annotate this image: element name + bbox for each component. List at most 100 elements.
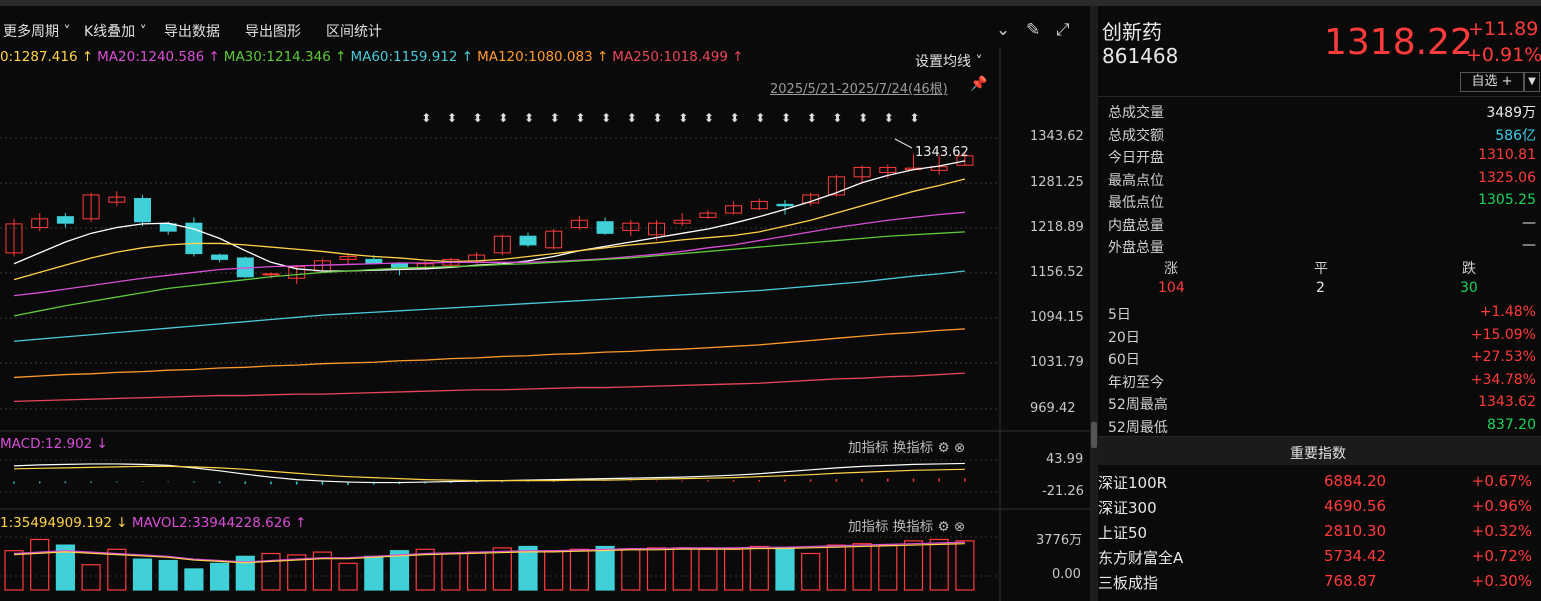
vol-axis-top: 3776万 xyxy=(1036,533,1083,548)
stat-label: 外盘总量 xyxy=(1108,240,1164,256)
index-row[interactable]: 上证50 2810.30 +0.32% xyxy=(1098,520,1532,542)
perf-value: +34.78% xyxy=(1470,371,1536,388)
index-name: 东方财富全A xyxy=(1098,549,1184,567)
volume-bar xyxy=(544,550,564,591)
chevron-down-circle-icon[interactable]: ⌄ xyxy=(996,20,1011,40)
panel-divider[interactable] xyxy=(1090,6,1098,601)
signal-arrow: ⬍ xyxy=(421,111,431,125)
quote-panel: 创新药 861468 1318.22 +11.89 +0.91% 自选 + ▼ … xyxy=(1098,6,1541,601)
max-pointer xyxy=(894,138,913,149)
vol-controls: 加指标 换指标 ⚙ ⊗ xyxy=(848,515,965,535)
stat-value: 1305.25 xyxy=(1478,192,1536,208)
signal-arrow: ⬍ xyxy=(601,111,611,125)
candle-body xyxy=(545,230,563,249)
macd-title: MACD:12.902 ↓ xyxy=(0,436,108,452)
pin-icon[interactable]: 📌 xyxy=(970,76,988,92)
export-data-button[interactable]: 导出数据 xyxy=(164,24,220,40)
index-row[interactable]: 东方财富全A 5734.42 +0.72% xyxy=(1098,545,1532,567)
macd-axis-bottom: -21.26 xyxy=(1042,484,1084,499)
volume-bar xyxy=(878,544,898,591)
volume-bar xyxy=(30,538,50,591)
signal-arrow: ⬍ xyxy=(730,111,740,125)
candle-body xyxy=(365,258,383,264)
perf-row: 年初至今 +34.78% xyxy=(1108,370,1536,392)
signal-arrow: ⬍ xyxy=(807,111,817,125)
candle-body xyxy=(82,194,100,220)
indices-title: 重要指数 xyxy=(1290,446,1346,462)
volume-bar xyxy=(852,543,872,591)
switch-indicator-button[interactable]: 换指标 xyxy=(892,519,934,535)
perf-label: 60日 xyxy=(1108,352,1140,368)
candle-body xyxy=(956,155,974,166)
switch-indicator-button[interactable]: 换指标 xyxy=(892,440,934,456)
index-value: 6884.20 xyxy=(1324,472,1387,490)
volume-bar xyxy=(441,552,461,591)
index-row[interactable]: 三板成指 768.87 +0.30% xyxy=(1098,570,1532,592)
divider-handle[interactable] xyxy=(1091,422,1097,448)
candle-body xyxy=(570,219,588,229)
add-indicator-button[interactable]: 加指标 xyxy=(848,440,889,456)
vol-ma-line xyxy=(13,543,965,564)
volume-bar xyxy=(955,540,975,591)
candle-body xyxy=(31,218,49,229)
signal-arrow: ⬍ xyxy=(910,111,920,125)
stat-row: 外盘总量 — xyxy=(1108,235,1536,257)
candle-body xyxy=(596,221,614,234)
index-row[interactable]: 深证300 4690.56 +0.96% xyxy=(1098,495,1532,517)
range-stats-button[interactable]: 区间统计 xyxy=(326,24,382,40)
signal-arrow: ⬍ xyxy=(498,111,508,125)
date-range-label[interactable]: 2025/5/21-2025/7/24(46根) xyxy=(770,82,948,97)
volume-bar xyxy=(210,562,230,591)
index-row[interactable]: 深证100R 6884.20 +0.67% xyxy=(1098,470,1532,492)
price-change: +11.89 xyxy=(1468,18,1539,40)
stat-row: 总成交额 586亿 xyxy=(1108,123,1536,145)
volume-bar xyxy=(621,548,641,591)
kline-overlay-dropdown[interactable]: K线叠加 ˅ xyxy=(84,24,147,40)
stock-name: 创新药 xyxy=(1102,20,1162,44)
signal-arrow: ⬍ xyxy=(858,111,868,125)
export-chart-button[interactable]: 导出图形 xyxy=(245,24,301,40)
index-pct: +0.72% xyxy=(1471,547,1532,565)
price-axis-label: 1031.79 xyxy=(1030,355,1084,370)
volume-bar xyxy=(775,547,795,591)
volume-bar xyxy=(595,545,615,591)
stat-row: 最高点位 1325.06 xyxy=(1108,168,1536,190)
close-icon[interactable]: ⊗ xyxy=(954,440,966,456)
fullscreen-icon[interactable]: ⤢ xyxy=(1056,20,1070,40)
caret-down-icon[interactable]: ▼ xyxy=(1524,72,1540,92)
volume-bar xyxy=(158,559,178,591)
volume-bar xyxy=(415,548,435,591)
volume-bar xyxy=(81,564,101,591)
flat-count: 2 xyxy=(1316,280,1325,296)
stat-value: — xyxy=(1522,237,1536,253)
perf-value: +15.09% xyxy=(1470,326,1536,343)
candle-body xyxy=(673,219,691,224)
close-icon[interactable]: ⊗ xyxy=(954,519,966,535)
stat-label: 今日开盘 xyxy=(1108,150,1164,166)
gear-icon[interactable]: ⚙ xyxy=(937,440,950,456)
set-ma-button[interactable]: 设置均线 ˅ xyxy=(915,54,983,70)
signal-arrow: ⬍ xyxy=(781,111,791,125)
brush-icon[interactable]: ✎ xyxy=(1026,20,1041,40)
volume-bar xyxy=(389,550,410,591)
perf-label: 年初至今 xyxy=(1108,374,1164,391)
candle-body xyxy=(648,222,665,236)
kline-chart[interactable]: ⬍ ⬍ ⬍ ⬍ ⬍ ⬍ ⬍ ⬍ ⬍ ⬍ ⬍ ⬍ ⬍ ⬍ ⬍ ⬍ ⬍ ⬍ ⬍ ⬍ 1343.62 xyxy=(0,0,1090,601)
candle-body xyxy=(5,223,23,254)
ma-legend-item: MA20:1240.586 ↑ xyxy=(97,49,220,65)
stock-code: 861468 xyxy=(1102,44,1179,68)
volume-bar xyxy=(569,548,590,591)
vol-ma2-label: MAVOL2:33944228.626 ↑ xyxy=(131,515,307,531)
index-name: 上证50 xyxy=(1098,524,1148,542)
volume-bar xyxy=(107,548,127,591)
gear-icon[interactable]: ⚙ xyxy=(937,519,950,535)
signal-arrow: ⬍ xyxy=(653,111,663,125)
signal-arrow: ⬍ xyxy=(704,111,714,125)
more-periods-dropdown[interactable]: 更多周期 ˅ xyxy=(3,24,71,40)
volume-bar xyxy=(132,558,153,591)
volume-bar xyxy=(338,562,358,591)
add-indicator-button[interactable]: 加指标 xyxy=(848,519,889,535)
candle-body xyxy=(622,222,640,231)
perf-label: 52周最低 xyxy=(1108,419,1168,436)
add-watchlist-button[interactable]: 自选 + xyxy=(1460,72,1524,92)
